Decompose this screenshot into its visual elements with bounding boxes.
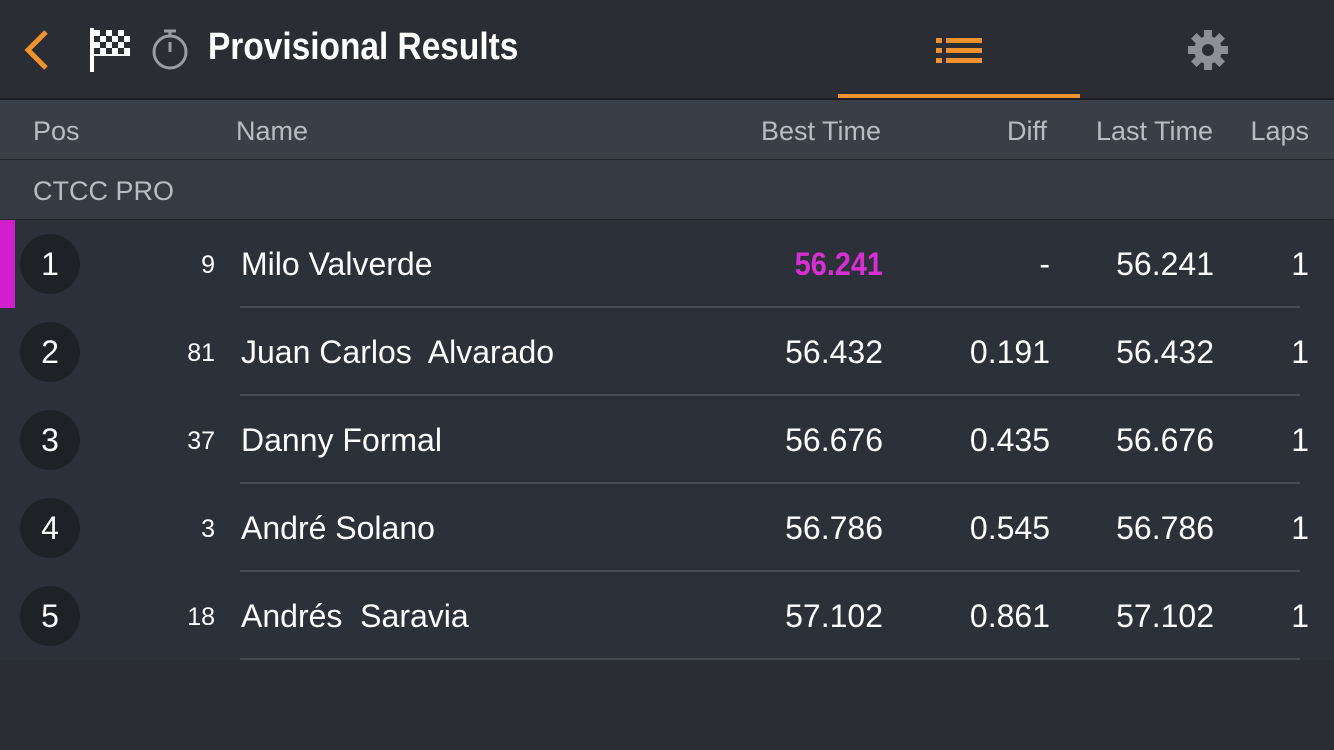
list-tab[interactable] bbox=[920, 20, 1000, 80]
column-header: Pos Name Best Time Diff Last Time Laps bbox=[0, 100, 1334, 160]
result-row[interactable]: 4 3 André Solano 56.786 0.545 56.786 1 bbox=[0, 484, 1334, 572]
car-number: 18 bbox=[187, 603, 215, 631]
car-number: 3 bbox=[201, 515, 215, 543]
driver-name: Milo Valverde bbox=[241, 246, 433, 282]
title: Provisional Results bbox=[208, 26, 519, 68]
result-row[interactable]: 1 9 Milo Valverde 56.241 - 56.241 1 bbox=[0, 220, 1334, 308]
row-separator bbox=[240, 658, 1300, 660]
position: 4 bbox=[41, 510, 59, 546]
diff: 0.861 bbox=[969, 598, 1050, 634]
column-title: Pos bbox=[33, 116, 80, 146]
car-number: 81 bbox=[187, 339, 215, 367]
position-badge bbox=[20, 410, 80, 470]
driver-name: André Solano bbox=[241, 510, 435, 546]
row-separator bbox=[240, 482, 1300, 484]
laps: 1 bbox=[1291, 334, 1309, 370]
result-row[interactable]: 3 37 Danny Formal 56.676 0.435 56.676 1 bbox=[0, 396, 1334, 484]
column-title: Best Time bbox=[760, 116, 881, 146]
result-row[interactable]: 2 81 Juan Carlos Alvarado 56.432 0.191 56.432… bbox=[0, 308, 1334, 396]
position: 1 bbox=[41, 246, 59, 282]
last-time: 56.432 bbox=[1116, 334, 1214, 370]
group-row: CTCC PRO bbox=[0, 160, 1334, 220]
column-title: Name bbox=[236, 116, 309, 146]
settings-tab[interactable] bbox=[1180, 22, 1236, 78]
header: Provisional Results bbox=[0, 0, 1334, 100]
position-badge bbox=[20, 234, 80, 294]
column-title: Laps bbox=[1250, 116, 1309, 146]
row-marker bbox=[0, 220, 15, 308]
driver-name: Juan Carlos Alvarado bbox=[241, 334, 555, 370]
diff: - bbox=[1039, 246, 1050, 282]
position-badge bbox=[20, 586, 80, 646]
position-badge bbox=[20, 322, 80, 382]
last-time: 56.676 bbox=[1116, 422, 1214, 458]
car-number: 9 bbox=[201, 251, 215, 279]
position: 5 bbox=[41, 598, 59, 634]
last-time: 56.786 bbox=[1116, 510, 1214, 546]
laps: 1 bbox=[1291, 246, 1309, 282]
row-separator bbox=[240, 306, 1300, 308]
tab-underline bbox=[838, 94, 1080, 98]
result-row[interactable]: 5 18 Andrés Saravia 57.102 0.861 57.102 1 bbox=[0, 572, 1334, 660]
flag-icon bbox=[90, 28, 130, 72]
diff: 0.191 bbox=[969, 334, 1050, 370]
best-time: 56.786 bbox=[785, 510, 883, 546]
diff: 0.545 bbox=[969, 510, 1050, 546]
last-time: 56.241 bbox=[1116, 246, 1214, 282]
row-separator bbox=[240, 394, 1300, 396]
last-time: 57.102 bbox=[1116, 598, 1214, 634]
position: 3 bbox=[41, 422, 59, 458]
car-number: 37 bbox=[187, 427, 215, 455]
group-label: CTCC PRO bbox=[33, 176, 174, 206]
column-title: Last Time bbox=[1095, 116, 1213, 146]
stopwatch-icon bbox=[152, 29, 188, 70]
column-title: Diff bbox=[1006, 116, 1047, 146]
driver-name: Andrés Saravia bbox=[241, 598, 469, 634]
position-badge bbox=[20, 498, 80, 558]
best-time: 57.102 bbox=[785, 598, 883, 634]
best-time: 56.676 bbox=[785, 422, 883, 458]
laps: 1 bbox=[1291, 422, 1309, 458]
header-icons bbox=[24, 28, 188, 72]
diff: 0.435 bbox=[969, 422, 1050, 458]
position: 2 bbox=[41, 334, 59, 370]
laps: 1 bbox=[1291, 598, 1309, 634]
results-list: 1 9 Milo Valverde 56.241 - 56.241 1 2 81 Juan Car… bbox=[0, 220, 1334, 660]
row-separator bbox=[240, 570, 1300, 572]
driver-name: Danny Formal bbox=[241, 422, 442, 458]
best-time: 56.241 bbox=[794, 246, 883, 282]
best-time: 56.432 bbox=[785, 334, 883, 370]
back-button[interactable] bbox=[24, 30, 48, 70]
laps: 1 bbox=[1291, 510, 1309, 546]
